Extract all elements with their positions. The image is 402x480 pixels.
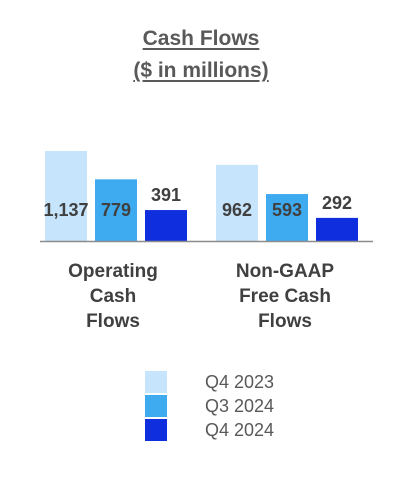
bar-q4-2024: [316, 217, 358, 241]
bar-q3-2024: [95, 179, 137, 241]
bar-q4-2023: [45, 150, 87, 241]
data-label: 962: [222, 200, 252, 220]
category-label-line: Cash: [89, 286, 137, 307]
legend-label: Q3 2024: [205, 396, 275, 416]
chart-title: Cash Flows: [142, 27, 260, 50]
legend-label: Q4 2023: [205, 372, 275, 392]
category-label-free-cash-flows: Non-GAAP Free Cash Flows: [205, 259, 365, 334]
legend-swatch: [145, 395, 167, 417]
category-label-line: Free Cash: [239, 286, 331, 307]
bar-q3-2024: [266, 194, 308, 241]
legend-label: Q4 2024: [205, 420, 275, 440]
category-label-line: Non-GAAP: [235, 261, 335, 282]
legend-swatch: [145, 371, 167, 393]
category-label-operating-cash-flows: Operating Cash Flows: [38, 259, 188, 334]
bar-q4-2024: [145, 210, 187, 241]
category-label-line: Flows: [258, 311, 312, 332]
data-label: 779: [101, 200, 131, 220]
category-label-line: Flows: [86, 311, 140, 332]
data-label: 292: [322, 193, 352, 213]
bar-q4-2023: [216, 164, 258, 241]
legend-swatch: [145, 419, 167, 441]
data-label: 1,137: [43, 200, 88, 220]
data-label: 391: [151, 185, 181, 205]
category-label-line: Operating: [68, 261, 158, 282]
data-label: 593: [272, 200, 302, 220]
chart-subtitle: ($ in millions): [133, 59, 269, 82]
bar-chart: 1,137 779 391 962 593 292: [40, 150, 373, 243]
